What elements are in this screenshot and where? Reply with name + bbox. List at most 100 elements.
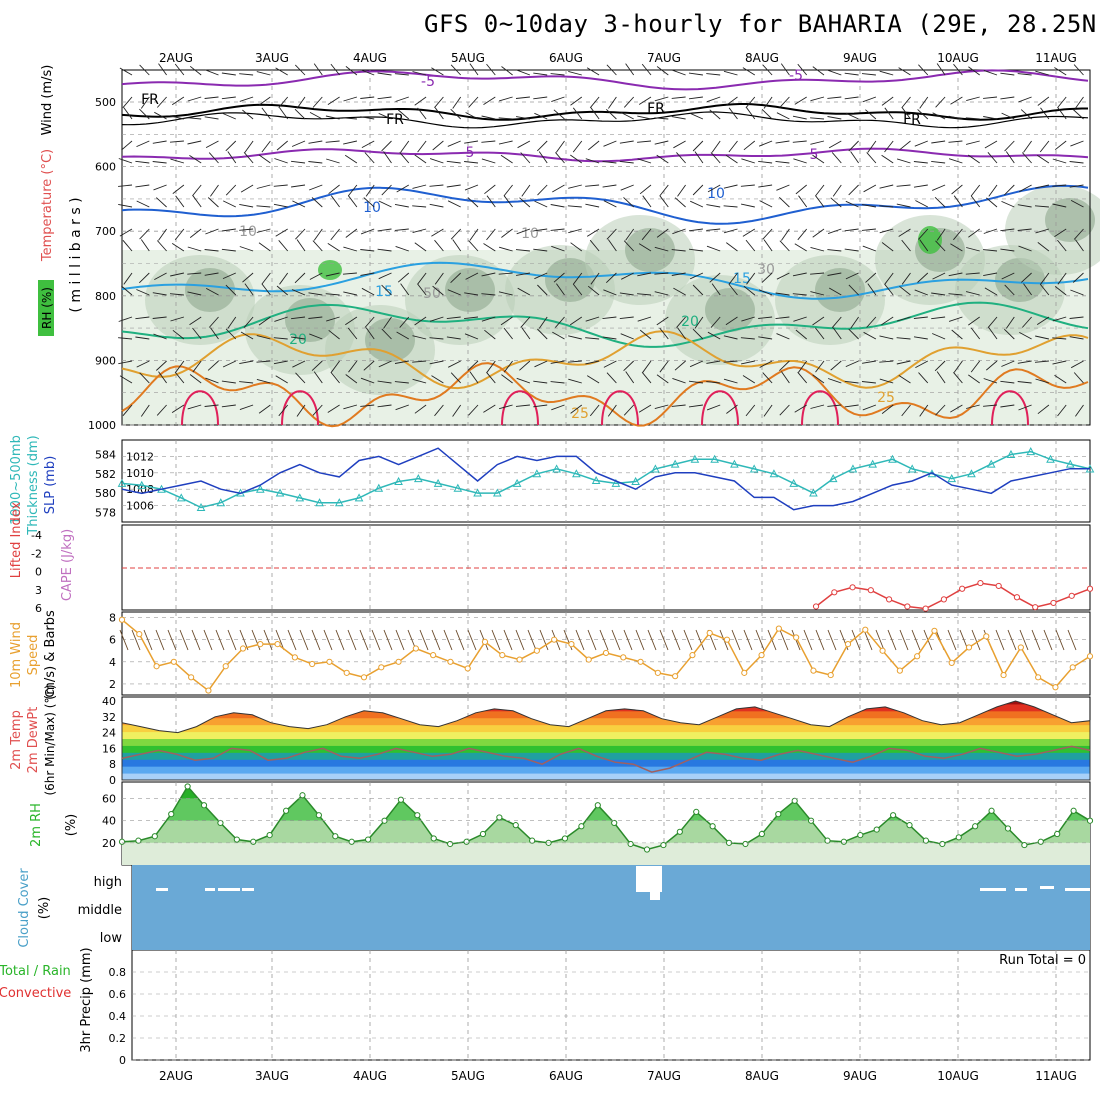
- wind-barb: [521, 184, 531, 197]
- wind-barb: [348, 360, 358, 373]
- wind-barb: [396, 184, 410, 193]
- wind-barb: [828, 140, 842, 149]
- top-date-label: 10AUG: [937, 51, 979, 65]
- wind-barb: [450, 108, 462, 120]
- rh-ytick: 60: [102, 793, 116, 806]
- wind-barb: [551, 245, 565, 252]
- wind-barb: [501, 66, 513, 76]
- thickness-point: [947, 474, 957, 483]
- wind-barb: [881, 316, 894, 326]
- rh2m-point: [906, 822, 913, 829]
- wind-barb: [726, 242, 738, 252]
- wind-barb: [309, 112, 323, 120]
- wind10-barb: [143, 629, 153, 651]
- wind-barb: [135, 316, 150, 320]
- wind-barb: [706, 245, 721, 252]
- wind-barb: [762, 372, 773, 384]
- wind-barb: [642, 360, 652, 373]
- contour-label: 20: [681, 314, 699, 330]
- wind10-point: [568, 640, 575, 648]
- wind-barb: [501, 374, 513, 384]
- wind-barb: [865, 272, 877, 283]
- wind10-point: [360, 674, 368, 681]
- wind-barb: [1073, 228, 1084, 240]
- wind-barb: [742, 228, 756, 237]
- contour-label: 10: [707, 186, 725, 202]
- wind-barb: [983, 404, 998, 407]
- wind-barb: [672, 69, 686, 76]
- wind-barb: [296, 96, 306, 109]
- wind-barb: [676, 316, 686, 328]
- wind-barb: [711, 283, 721, 296]
- wind-barb: [377, 404, 392, 408]
- wind-barb: [567, 205, 582, 208]
- wind-barb: [692, 184, 704, 196]
- wind10-point: [931, 627, 938, 634]
- wind-barb: [623, 404, 635, 416]
- wind-barb: [192, 327, 202, 340]
- wind-barb: [273, 184, 288, 187]
- wind-barb: [810, 404, 825, 409]
- wind-barb: [623, 197, 635, 208]
- wind10-point: [654, 669, 661, 676]
- wind-barb: [498, 140, 513, 145]
- thickness-point: [315, 498, 324, 507]
- wind-barb: [936, 63, 946, 76]
- wind-barb: [412, 335, 427, 340]
- wind-barb: [343, 96, 358, 102]
- thickness-point: [117, 478, 127, 487]
- wind-barb: [970, 195, 981, 208]
- wind-barb: [884, 272, 894, 285]
- wind-barb: [118, 184, 133, 187]
- thickness-point: [512, 478, 522, 487]
- wind-barb: [656, 228, 669, 238]
- wind-barb: [848, 284, 859, 296]
- wind-barb: [798, 360, 808, 373]
- wind-barb: [538, 151, 548, 164]
- wind-barb: [1054, 374, 1067, 384]
- wind-barb: [746, 272, 756, 285]
- thickness-point: [137, 480, 147, 489]
- wind-barb: [139, 372, 150, 384]
- wind-barb: [381, 184, 392, 196]
- wind-barb: [171, 243, 185, 252]
- wind-barb: [515, 96, 530, 99]
- wind-barb: [674, 197, 686, 208]
- top-date-label: 11AUG: [1035, 51, 1077, 65]
- wind-barb: [503, 184, 513, 197]
- bottom-date-label: 3AUG: [255, 1069, 289, 1083]
- wind-barb: [154, 272, 167, 280]
- wind-barb: [291, 160, 306, 164]
- wind-barb: [175, 360, 185, 373]
- wind-barb: [586, 375, 600, 384]
- wind-barb: [533, 404, 548, 408]
- thickness-point: [354, 493, 364, 502]
- wind-barb: [399, 152, 410, 164]
- wind-barb: [222, 113, 236, 120]
- rh2m-point: [824, 837, 831, 844]
- wind-barb: [153, 333, 167, 340]
- isotherm-35: [801, 390, 839, 426]
- wind-barb: [572, 283, 583, 296]
- wind-barb: [377, 228, 392, 232]
- wind-barb: [498, 96, 513, 102]
- wind-barb: [1004, 284, 1015, 296]
- wind10-barb: [215, 629, 225, 651]
- wind-barb: [533, 380, 548, 384]
- wind-barb: [919, 239, 929, 252]
- lifted-index-point: [1086, 585, 1094, 592]
- wind10-barb: [1043, 629, 1053, 651]
- wind-barb: [589, 96, 600, 109]
- wind-barb: [707, 184, 721, 193]
- wind-barb: [187, 246, 202, 252]
- wind-barb: [948, 115, 963, 120]
- wind-barb: [861, 228, 876, 231]
- wind-barb: [743, 140, 756, 151]
- wind-barb: [383, 151, 392, 164]
- wind-barb: [550, 228, 565, 231]
- top-date-label: 5AUG: [451, 51, 485, 65]
- wind-barb: [156, 404, 167, 416]
- wind10-barb: [755, 629, 765, 651]
- wind-barb: [761, 272, 773, 283]
- wind-barb: [204, 272, 219, 276]
